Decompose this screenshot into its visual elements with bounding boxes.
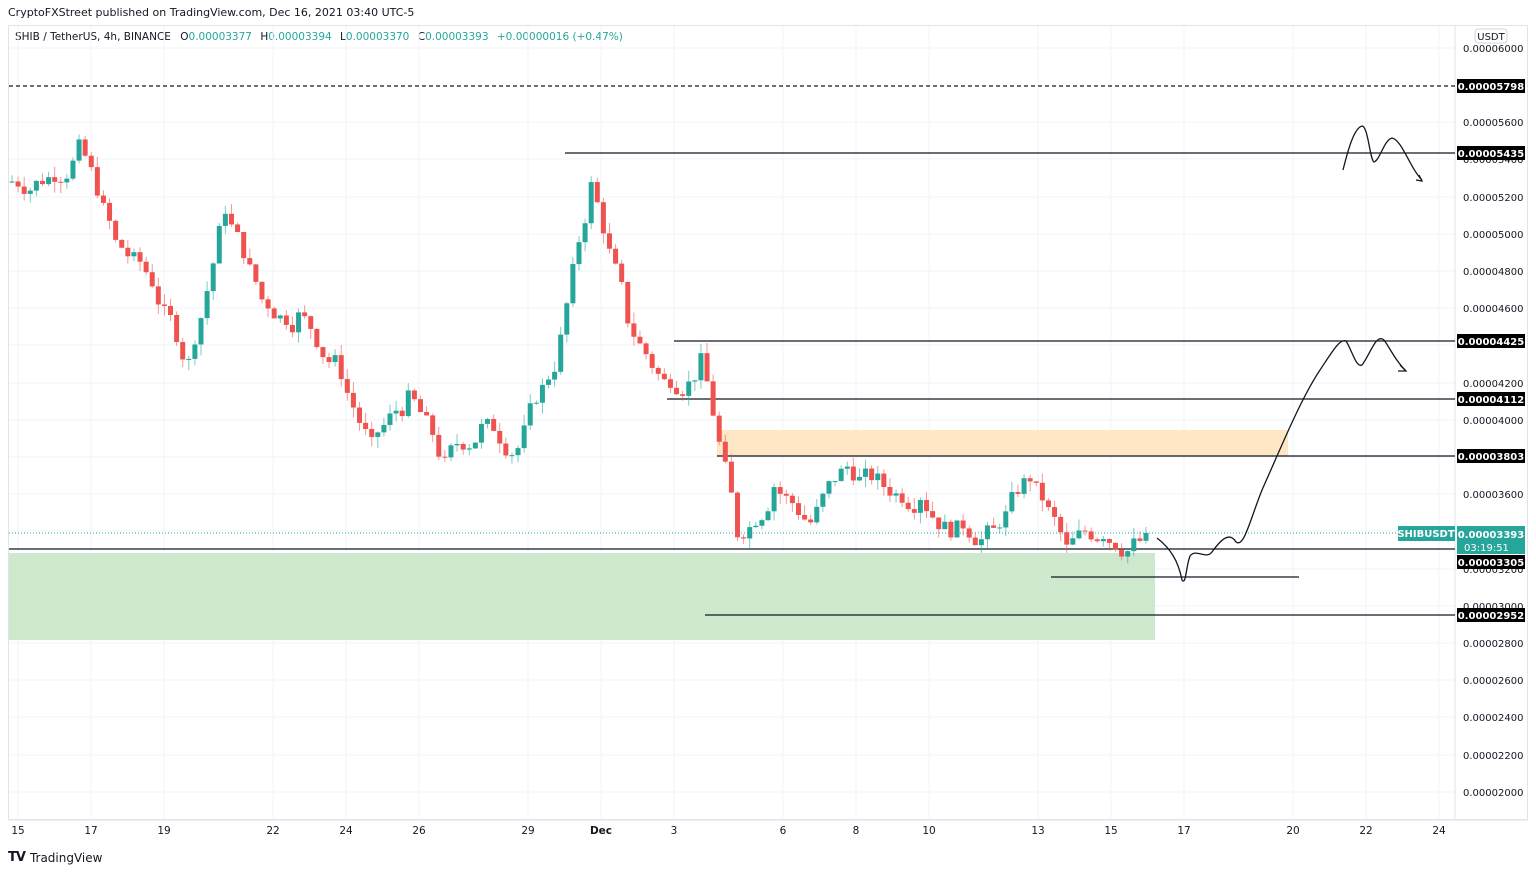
- svg-text:22: 22: [266, 825, 279, 837]
- level-tags: 0.00005798 0.00005435 0.00004425 0.00004…: [1457, 79, 1525, 622]
- svg-text:0.00003000: 0.00003000: [1463, 602, 1523, 613]
- svg-text:0.00004600: 0.00004600: [1463, 304, 1523, 315]
- svg-text:13: 13: [1031, 825, 1044, 837]
- svg-text:0.00005798: 0.00005798: [1458, 82, 1524, 93]
- svg-text:03:19:51: 03:19:51: [1464, 543, 1509, 554]
- svg-text:0.00004800: 0.00004800: [1463, 267, 1523, 278]
- svg-text:0.00003803: 0.00003803: [1458, 452, 1524, 463]
- svg-text:0.00002200: 0.00002200: [1463, 751, 1523, 762]
- svg-text:0.00005200: 0.00005200: [1463, 193, 1523, 204]
- price-axis[interactable]: 0.00006000 0.00005600 0.00005400 0.0000520…: [1463, 44, 1523, 799]
- arrow-head-icon: [1398, 364, 1408, 372]
- svg-text:0.00002600: 0.00002600: [1463, 676, 1523, 687]
- svg-text:0.00003393: 0.00003393: [1458, 530, 1524, 541]
- arrow-head-icon: [1415, 174, 1424, 182]
- publisher-caption: CryptoFXStreet published on TradingView.…: [8, 6, 415, 19]
- currency-badge[interactable]: [1474, 28, 1508, 44]
- svg-text:0.00004425: 0.00004425: [1458, 337, 1524, 348]
- svg-text:24: 24: [339, 825, 353, 837]
- svg-text:22: 22: [1359, 825, 1372, 837]
- footer: TV TradingView: [8, 850, 102, 865]
- svg-text:8: 8: [853, 825, 860, 837]
- svg-text:0.00002800: 0.00002800: [1463, 639, 1523, 650]
- svg-text:19: 19: [157, 825, 170, 837]
- svg-text:USDT: USDT: [1477, 32, 1505, 43]
- brand-name[interactable]: TradingView: [29, 850, 103, 865]
- svg-text:17: 17: [1177, 825, 1190, 837]
- svg-text:10: 10: [922, 825, 935, 837]
- svg-text:0.00004200: 0.00004200: [1463, 379, 1523, 390]
- svg-text:26: 26: [412, 825, 426, 837]
- svg-text:0.00002952: 0.00002952: [1458, 611, 1524, 622]
- svg-text:20: 20: [1286, 825, 1299, 837]
- svg-text:24: 24: [1432, 825, 1446, 837]
- low-value: 0.00003370: [345, 31, 410, 43]
- svg-text:0.00002000: 0.00002000: [1463, 788, 1523, 799]
- svg-text:0.00003600: 0.00003600: [1463, 490, 1523, 501]
- svg-text:15: 15: [11, 825, 24, 837]
- svg-text:0.00005400: 0.00005400: [1463, 155, 1523, 166]
- projection-drawings[interactable]: [1156, 125, 1424, 582]
- high-value: 0.00003394: [268, 31, 332, 43]
- symbol-label[interactable]: SHIB / TetherUS, 4h, BINANCE: [15, 31, 171, 43]
- svg-text:0.00004112: 0.00004112: [1458, 395, 1524, 406]
- svg-text:6: 6: [780, 825, 787, 837]
- svg-text:0.00003200: 0.00003200: [1463, 565, 1523, 576]
- tradingview-logo-icon[interactable]: TV: [8, 850, 26, 865]
- svg-text:0.00003305: 0.00003305: [1458, 558, 1524, 569]
- upper-projection-path: [1342, 125, 1423, 181]
- svg-text:15: 15: [1104, 825, 1117, 837]
- current-price-tag[interactable]: SHIBUSDT 0.00003393 03:19:51: [1397, 526, 1525, 554]
- lower-projection-path: [1156, 338, 1406, 582]
- svg-text:29: 29: [521, 825, 534, 837]
- open-value: 0.00003377: [188, 31, 252, 43]
- svg-text:0.00006000: 0.00006000: [1463, 44, 1523, 55]
- svg-text:0.00002400: 0.00002400: [1463, 713, 1523, 724]
- close-value: 0.00003393: [425, 31, 489, 43]
- svg-text:0.00005000: 0.00005000: [1463, 230, 1523, 241]
- supply-zone[interactable]: [717, 430, 1288, 456]
- time-axis[interactable]: 15 17 19 22 24 26 29 Dec 3 6 8 10 13 15 17 20 22 24: [11, 825, 1446, 837]
- support-resistance-levels[interactable]: [9, 85, 1455, 616]
- candlesticks: [9, 134, 1149, 564]
- svg-text:SHIBUSDT: SHIBUSDT: [1397, 529, 1455, 540]
- svg-text:17: 17: [84, 825, 97, 837]
- grid: [9, 26, 1455, 820]
- svg-text:0.00004000: 0.00004000: [1463, 416, 1523, 427]
- svg-text:3: 3: [671, 825, 678, 837]
- svg-text:0.00005435: 0.00005435: [1458, 149, 1524, 160]
- svg-text:0.00005600: 0.00005600: [1463, 118, 1523, 129]
- svg-text:Dec: Dec: [590, 825, 612, 837]
- demand-zone[interactable]: [9, 553, 1155, 640]
